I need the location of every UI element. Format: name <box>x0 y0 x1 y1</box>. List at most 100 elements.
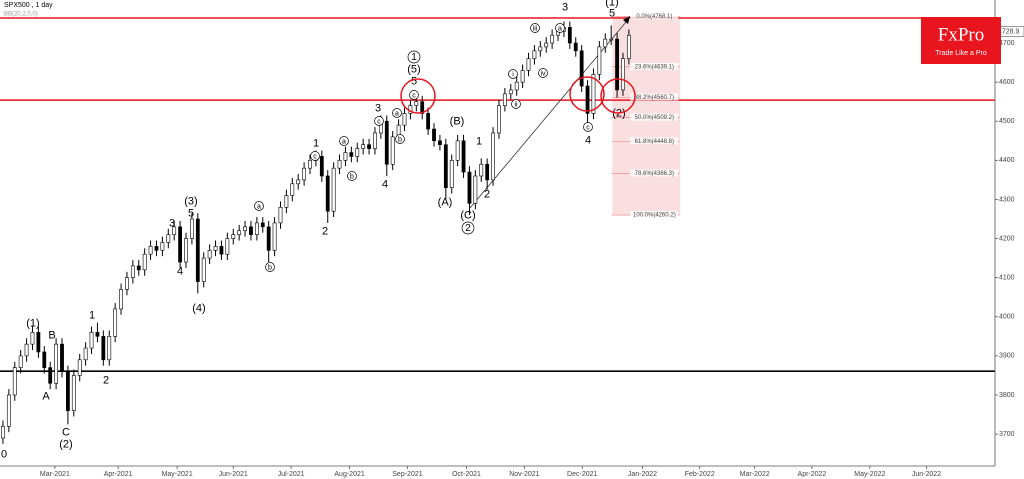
wave-label: 5 <box>609 7 615 19</box>
candle-body <box>130 265 135 278</box>
candle-body <box>136 265 141 271</box>
candle-body <box>467 171 472 204</box>
x-tick-label: Jun-2021 <box>219 471 248 478</box>
y-tick-label: 4600 <box>999 79 1015 86</box>
wave-circle <box>530 23 540 33</box>
candle-body <box>473 175 478 204</box>
wave-circle <box>392 108 402 118</box>
background-layer: 3700 3800 3900 4000 4100 4200 4300 4400 4500 4600… <box>0 16 1015 478</box>
candle-body <box>260 222 265 228</box>
candle-body <box>485 163 490 181</box>
y-tick-label: 4700 <box>999 40 1015 47</box>
candle-body <box>461 140 466 173</box>
candle-body <box>420 101 425 114</box>
highlight-circle <box>569 76 605 112</box>
x-tick-label: Apr-2022 <box>798 471 827 478</box>
wave-circle <box>583 122 593 132</box>
y-tick-label: 4300 <box>999 196 1015 203</box>
foreground-layer: 0.0%(4768.1)23.6%(4639.1)38.2%(4560.7)50… <box>1 0 1024 460</box>
wave-label: 2 <box>465 223 471 234</box>
candle-body <box>296 179 301 185</box>
y-tick-label: 3700 <box>999 431 1015 438</box>
fib-label: 38.2%(4560.7) <box>635 95 674 101</box>
chart-title: SPX500 , 1 day <box>4 2 53 9</box>
wave-circle <box>265 262 275 272</box>
candle-body <box>101 336 106 361</box>
candle-body <box>479 163 484 177</box>
wave-label: C <box>62 426 70 438</box>
candle-body <box>254 222 259 235</box>
candle-body <box>278 206 283 224</box>
candle-body <box>390 136 395 165</box>
candle-body <box>615 38 619 91</box>
candle-body <box>125 277 129 290</box>
wave-circle <box>508 69 518 79</box>
fib-label-bg <box>630 169 679 177</box>
candle-body <box>438 140 442 146</box>
wave-circle <box>254 201 264 211</box>
x-tick-label: Aug-2021 <box>334 471 364 478</box>
wave-label: 3 <box>169 217 175 229</box>
candle-body <box>266 226 271 251</box>
logo-box <box>921 17 1001 64</box>
wave-label: (3) <box>184 195 197 207</box>
price-label: 4728.9 <box>998 29 1020 36</box>
wave-label: 2 <box>103 374 109 386</box>
wave-circle <box>555 23 565 33</box>
wave-label: 3 <box>562 1 568 13</box>
candle-body <box>154 246 159 251</box>
candle-body <box>284 195 289 208</box>
candle-body <box>514 81 519 91</box>
candle-body <box>213 246 218 251</box>
y-tick-label: 4200 <box>999 235 1015 242</box>
candle-body <box>42 351 47 368</box>
candle-body <box>77 359 82 376</box>
candle-body <box>60 343 64 372</box>
wave-label: 4 <box>382 178 388 190</box>
candle-body <box>184 238 188 263</box>
y-tick-label: 4000 <box>999 314 1015 321</box>
logo-brand: FxPro <box>938 24 984 45</box>
candle-body <box>497 105 501 134</box>
candle-body <box>573 42 578 52</box>
wave-label: c <box>313 153 317 160</box>
candle-body <box>219 246 224 255</box>
fib-label-bg <box>630 211 679 219</box>
wave-circle <box>339 136 349 146</box>
fib-label: 78.6%(4366.3) <box>635 171 674 177</box>
candle-body <box>373 132 377 149</box>
candle-body <box>54 343 58 384</box>
x-tick-label: Nov-2021 <box>509 471 539 478</box>
candle-body <box>502 93 507 106</box>
candle-body <box>290 183 295 196</box>
wave-label: 0 <box>1 448 7 460</box>
wave-label: (A) <box>438 196 453 208</box>
x-tick-label: Feb-2022 <box>685 471 715 478</box>
candle-body <box>24 343 29 357</box>
wave-label: 3 <box>375 102 381 114</box>
candle-body <box>567 27 572 44</box>
wave-circle <box>347 171 357 181</box>
wave-label: c <box>377 118 381 125</box>
wave-label: iii <box>533 25 538 32</box>
candle-body <box>609 38 614 41</box>
x-tick-label: Jul-2021 <box>278 471 305 478</box>
wave-label: a <box>342 138 346 145</box>
wave-label: 4 <box>585 134 591 146</box>
candle-body <box>414 101 419 106</box>
indicator-label: BB(20,2,0,0) <box>4 12 38 18</box>
candle-body <box>237 230 242 235</box>
candle-body <box>550 34 555 44</box>
candle-body <box>18 355 23 368</box>
candle-body <box>89 332 94 349</box>
x-tick-label: May-2022 <box>854 471 885 478</box>
wave-circle <box>409 90 419 100</box>
candle-body <box>361 144 366 149</box>
wave-label: c <box>412 92 416 99</box>
wave-label: (2) <box>59 438 72 450</box>
candle-body <box>621 58 625 91</box>
candle-body <box>579 50 584 87</box>
fib-label-bg <box>630 137 679 145</box>
wave-circle <box>310 151 320 161</box>
